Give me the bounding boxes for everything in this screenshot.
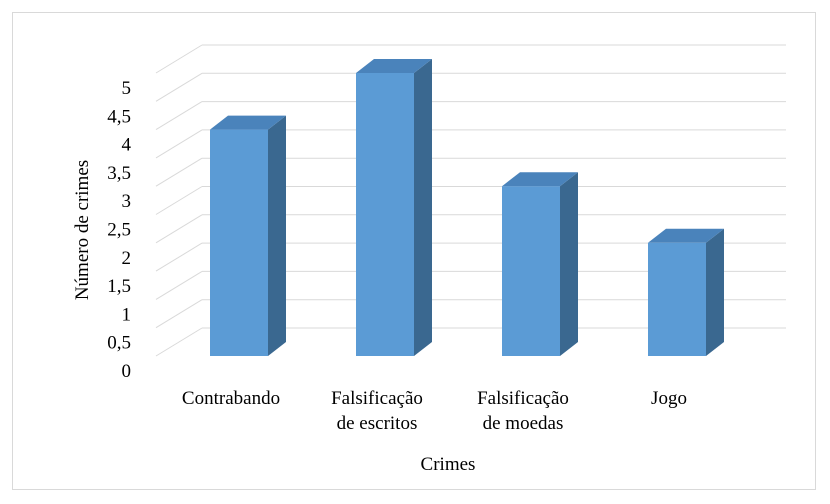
gridline-side	[155, 186, 203, 215]
bar-front	[648, 242, 706, 356]
gridline-side	[155, 214, 203, 244]
y-tick-label: 2	[122, 248, 132, 269]
x-category-label: Contrabando	[182, 388, 280, 409]
y-tick-label: 1	[122, 304, 132, 325]
bar-top	[502, 172, 578, 187]
y-tick-label: 0	[122, 361, 132, 382]
gridline-side	[155, 157, 203, 187]
bar-front	[356, 73, 414, 356]
gridline-side	[155, 44, 203, 74]
x-category-label: Falsificação de escritos	[331, 388, 423, 434]
y-tick-label: 3	[122, 191, 132, 212]
bar-top	[356, 59, 432, 73]
bar-top	[210, 115, 286, 130]
x-category-label: Falsificação de moedas	[477, 388, 569, 434]
y-tick-label: 3,5	[107, 163, 131, 184]
x-axis-title: Crimes	[421, 454, 476, 475]
gridline-side	[155, 270, 203, 300]
bar-side	[706, 228, 724, 356]
y-axis-title: Número de crimes	[72, 160, 93, 300]
bars	[210, 59, 724, 356]
y-tick-label: 2,5	[107, 220, 131, 241]
bar	[502, 172, 578, 356]
bar	[648, 228, 724, 356]
gridline-side	[155, 327, 203, 357]
bar-side	[414, 59, 432, 356]
bar-side	[268, 115, 286, 356]
bar-front	[210, 129, 268, 356]
gridline-side	[155, 129, 203, 159]
gridline-side	[155, 299, 203, 329]
y-tick-label: 0,5	[107, 333, 131, 354]
y-tick-label: 5	[122, 78, 132, 99]
bar-top	[648, 228, 724, 243]
gridline-side	[155, 72, 203, 102]
gridline-side	[155, 242, 203, 272]
gridline-side	[155, 101, 203, 131]
y-tick-label: 4	[122, 135, 132, 156]
x-category-labels: Contrabando Falsificação de escritos Falsif…	[182, 388, 687, 434]
y-tick-label: 1,5	[107, 276, 131, 297]
bar-side	[560, 172, 578, 356]
bar-front	[502, 186, 560, 356]
y-tick-label: 4,5	[107, 106, 131, 127]
x-category-label: Jogo	[651, 388, 687, 409]
y-tick-labels: 0 0,5 1 1,5 2 2,5 3 3,5 4 4,5 5	[107, 78, 131, 382]
bar	[210, 115, 286, 356]
bar	[356, 59, 432, 356]
